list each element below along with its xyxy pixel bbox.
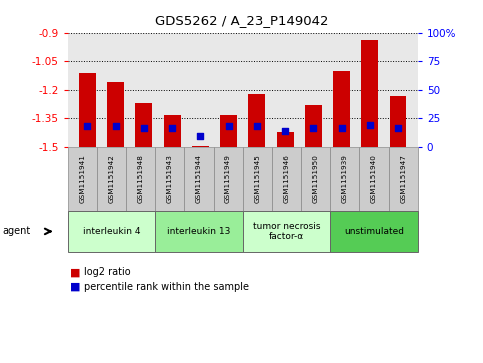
Text: log2 ratio: log2 ratio	[84, 267, 130, 277]
Point	[253, 123, 261, 129]
Bar	[361, 40, 378, 147]
Text: percentile rank within the sample: percentile rank within the sample	[84, 282, 249, 292]
Point	[225, 123, 232, 129]
Text: GSM1151950: GSM1151950	[313, 154, 319, 203]
Text: tumor necrosis
factor-α: tumor necrosis factor-α	[253, 222, 320, 241]
Text: GSM1151946: GSM1151946	[284, 154, 289, 203]
Text: interleukin 4: interleukin 4	[83, 227, 140, 236]
Text: GSM1151942: GSM1151942	[108, 154, 114, 203]
Point	[310, 125, 317, 130]
Point	[168, 125, 176, 130]
Bar	[135, 103, 152, 147]
Text: GSM1151947: GSM1151947	[400, 154, 406, 203]
Text: GSM1151940: GSM1151940	[371, 154, 377, 203]
Text: GSM1151944: GSM1151944	[196, 154, 202, 203]
Text: GSM1151945: GSM1151945	[254, 154, 260, 203]
Text: agent: agent	[2, 227, 30, 236]
Bar	[333, 71, 350, 147]
Text: ■: ■	[70, 267, 81, 277]
Text: GSM1151943: GSM1151943	[167, 154, 173, 203]
Bar	[248, 94, 265, 147]
Point	[140, 125, 148, 130]
Point	[366, 122, 374, 128]
Text: GSM1151939: GSM1151939	[342, 154, 348, 203]
Point	[338, 125, 345, 130]
Text: GSM1151949: GSM1151949	[225, 154, 231, 203]
Text: GSM1151941: GSM1151941	[79, 154, 85, 203]
Bar	[107, 82, 124, 147]
Point	[281, 128, 289, 134]
Point	[394, 125, 402, 130]
Point	[197, 133, 204, 139]
Point	[112, 123, 119, 129]
Bar	[192, 146, 209, 147]
Bar	[79, 73, 96, 147]
Bar	[220, 115, 237, 147]
Bar	[305, 105, 322, 147]
Text: GSM1151948: GSM1151948	[138, 154, 143, 203]
Point	[84, 123, 91, 129]
Text: ■: ■	[70, 282, 81, 292]
Bar	[277, 132, 294, 147]
Text: interleukin 13: interleukin 13	[167, 227, 230, 236]
Bar	[164, 115, 181, 147]
Bar	[390, 95, 407, 147]
Text: unstimulated: unstimulated	[344, 227, 404, 236]
Text: GDS5262 / A_23_P149042: GDS5262 / A_23_P149042	[155, 15, 328, 28]
